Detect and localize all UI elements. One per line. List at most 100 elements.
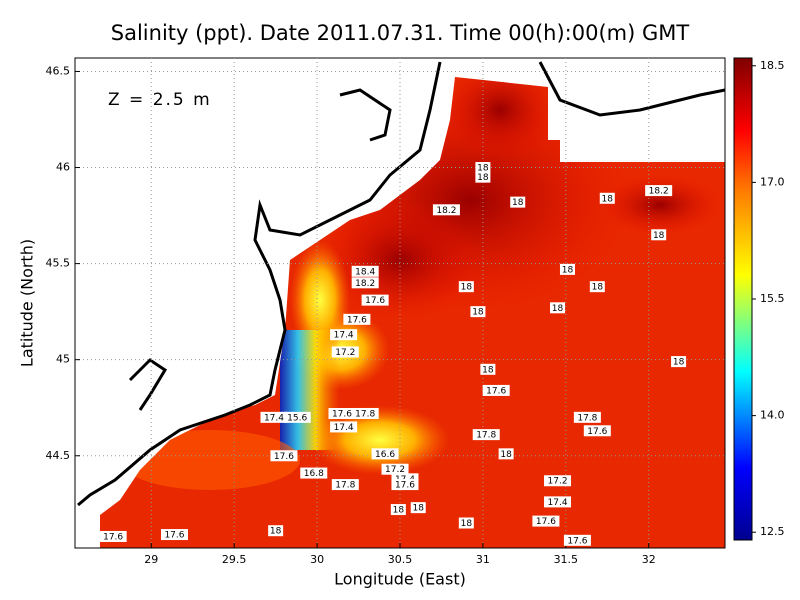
contour-label: 17.2 xyxy=(548,477,568,487)
contour-label: 18 xyxy=(653,231,665,241)
contour-label: 16.6 xyxy=(375,450,395,460)
contour-label-box xyxy=(260,411,288,423)
contour-label: 17.6 xyxy=(587,427,607,437)
contour-label-box xyxy=(475,171,491,183)
contour-label: 17.6 xyxy=(274,452,294,462)
contour-label-box xyxy=(300,467,328,479)
contour-label: 18 xyxy=(461,519,473,529)
contour-label-box xyxy=(268,525,284,537)
contour-label: 17.6 xyxy=(567,536,587,546)
x-tick-label: 32 xyxy=(642,553,656,566)
contour-label: 17.4 xyxy=(548,498,568,508)
contour-label: 18 xyxy=(562,265,574,275)
contour-label-box xyxy=(283,411,311,423)
contour-label: 17.6 xyxy=(332,409,352,419)
contour-label: 18.4 xyxy=(355,267,375,277)
contour-label-box xyxy=(472,429,500,441)
contour-label-box xyxy=(99,530,127,542)
contour-label: 17.8 xyxy=(476,431,496,441)
contour-label-box xyxy=(482,384,510,396)
contour-label: 17.6 xyxy=(103,532,123,542)
contour-label-box xyxy=(544,475,572,487)
contour-label-box xyxy=(470,306,486,318)
contour-label-box xyxy=(160,529,188,541)
contour-label-box xyxy=(510,196,526,208)
colorbar-tick-label: 14.0 xyxy=(760,409,785,422)
contour-label: 18.2 xyxy=(355,279,375,289)
contour-label: 18 xyxy=(673,358,685,368)
contour-label: 18 xyxy=(270,527,282,537)
contour-label: 17.4 xyxy=(264,413,284,423)
y-tick-label: 45 xyxy=(56,353,70,366)
contour-label-box xyxy=(351,277,379,289)
title: Salinity (ppt). Date 2011.07.31. Time 00… xyxy=(111,21,690,45)
contour-label-box xyxy=(651,229,667,241)
contour-label: 16.8 xyxy=(304,469,324,479)
contour-label: 18 xyxy=(602,194,614,204)
contour-label: 18 xyxy=(472,308,484,318)
contour-label: 18 xyxy=(393,506,405,516)
contour-label-box xyxy=(330,329,358,341)
contour-label: 17.6 xyxy=(347,315,367,325)
x-tick-label: 29.5 xyxy=(222,553,247,566)
contour-label-box xyxy=(361,294,389,306)
contour-label-box xyxy=(270,450,298,462)
contour-label-box xyxy=(550,302,566,314)
x-tick-label: 30.5 xyxy=(388,553,413,566)
y-tick-label: 46.5 xyxy=(46,64,71,77)
contour-label: 18 xyxy=(461,283,473,293)
x-axis-label: Longitude (East) xyxy=(334,570,466,589)
y-tick-label: 46 xyxy=(56,161,70,174)
contour-label-box xyxy=(559,263,575,275)
contour-label: 18 xyxy=(413,504,425,514)
contour-label-box xyxy=(498,448,514,460)
contour-label-box xyxy=(331,346,359,358)
contour-label: 18 xyxy=(512,198,524,208)
contour-label: 17.6 xyxy=(365,296,385,306)
contour-label-box xyxy=(563,534,591,546)
contour-label-box xyxy=(331,479,359,491)
colorbar-tick-label: 12.5 xyxy=(760,525,785,538)
contour-label-box xyxy=(343,313,371,325)
contour-label: 17.6 xyxy=(395,481,415,491)
x-tick-label: 31.5 xyxy=(554,553,579,566)
contour-label: 18.2 xyxy=(436,206,456,216)
contour-label-box xyxy=(480,363,496,375)
contour-label: 18.2 xyxy=(649,187,669,197)
contour-label: 17.8 xyxy=(335,481,355,491)
coastline xyxy=(339,88,392,142)
contour-label: 17.8 xyxy=(577,413,597,423)
contour-label-box xyxy=(410,502,426,514)
contour-label: 15.6 xyxy=(287,413,307,423)
contour-label-box xyxy=(458,517,474,529)
contour-label-box xyxy=(475,162,491,174)
contour-label-box xyxy=(390,504,406,516)
contour-label-box xyxy=(671,356,687,368)
contour-label-box xyxy=(458,281,474,293)
x-tick-label: 31 xyxy=(476,553,490,566)
coastline xyxy=(538,61,726,117)
colorbar-tick-label: 18.5 xyxy=(760,59,785,72)
contour-label: 18 xyxy=(482,365,494,375)
coastline xyxy=(128,358,168,411)
x-tick-label: 30 xyxy=(310,553,324,566)
contour-label-box xyxy=(599,192,615,204)
y-tick-label: 44.5 xyxy=(46,449,71,462)
colorbar-tick-label: 17.0 xyxy=(760,175,785,188)
contour-label-box xyxy=(583,425,611,437)
depth-annotation: Z = 2.5 m xyxy=(108,90,212,110)
contour-label-box xyxy=(328,407,356,419)
colorbar-tick-label: 15.5 xyxy=(760,292,785,305)
contour-label-box xyxy=(432,204,460,216)
contour-label: 18 xyxy=(500,450,512,460)
contour-label-box xyxy=(351,407,379,419)
contour-label-box xyxy=(391,473,419,485)
contour-label-box xyxy=(391,479,419,491)
y-axis-label: Latitude (North) xyxy=(18,239,37,367)
contour-label: 17.2 xyxy=(335,348,355,358)
contour-label: 17.8 xyxy=(355,409,375,419)
contour-label-box xyxy=(351,265,379,277)
contour-label: 18 xyxy=(552,304,564,314)
contour-label: 18 xyxy=(477,164,489,174)
